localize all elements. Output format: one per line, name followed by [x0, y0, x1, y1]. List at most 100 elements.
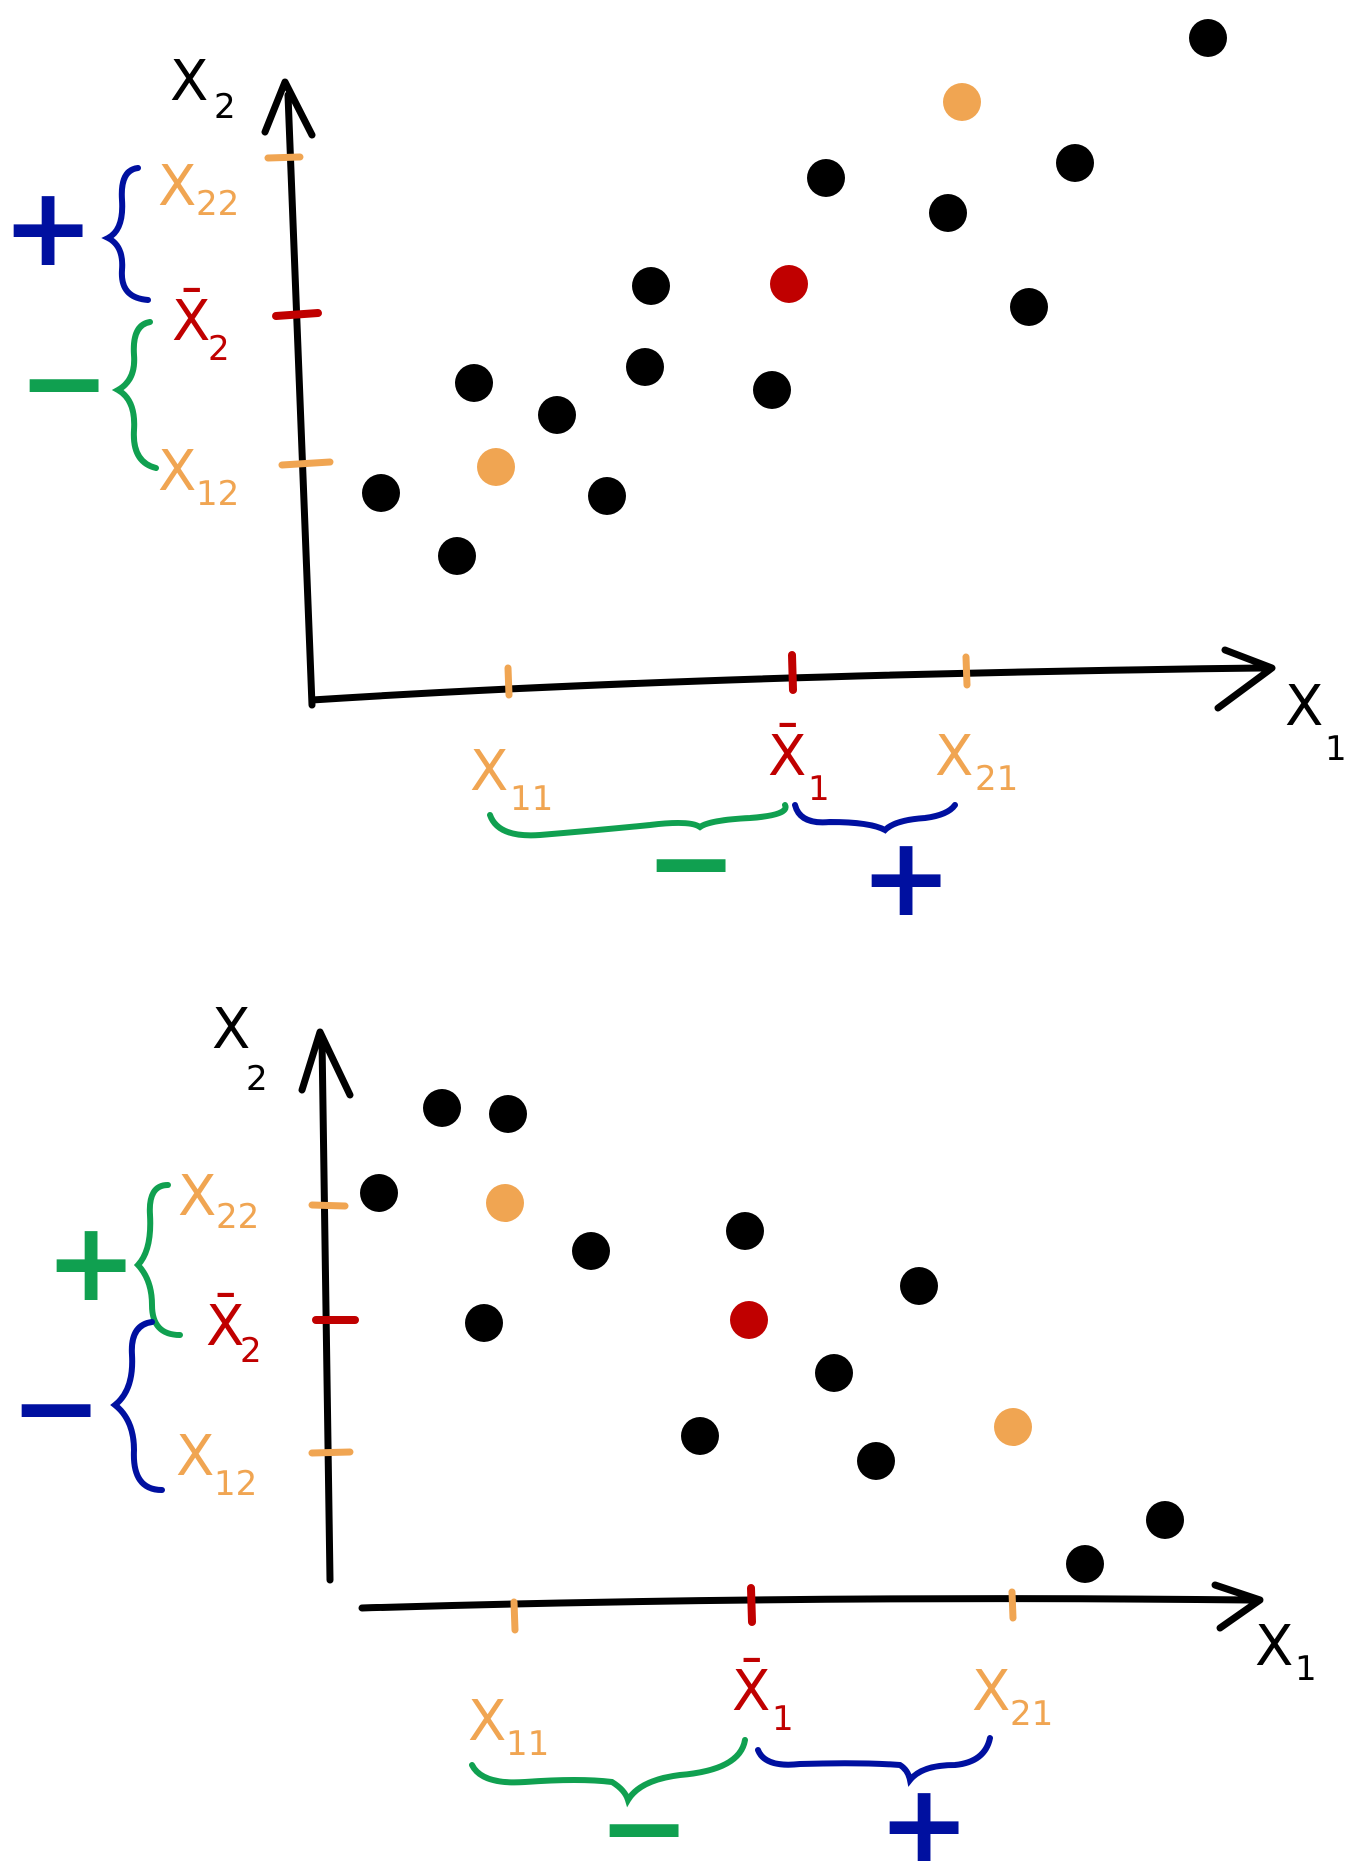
x-tick-x11 — [504, 664, 513, 699]
data-point — [626, 348, 664, 386]
svg-text:21: 21 — [975, 759, 1018, 799]
data-points — [360, 1089, 1184, 1583]
data-point-highlight — [486, 1184, 524, 1222]
data-point — [929, 194, 967, 232]
data-point — [726, 1212, 764, 1250]
x-tick-label-mean-x1: X̄ 1 — [732, 1659, 794, 1739]
svg-text:X̄: X̄ — [206, 1294, 244, 1359]
data-point — [632, 267, 670, 305]
x-tick-x21 — [962, 653, 971, 689]
data-point — [538, 396, 576, 434]
svg-text:X̄: X̄ — [172, 289, 210, 354]
svg-text:X: X — [935, 724, 973, 789]
data-point-highlight — [943, 83, 981, 121]
svg-text:2: 2 — [208, 329, 230, 369]
y-axis-arrowhead — [261, 78, 316, 139]
x-axis-arrowhead — [1214, 646, 1276, 712]
y-tick-x12 — [278, 458, 334, 469]
svg-text:X̄: X̄ — [732, 1659, 770, 1724]
x-tick-mean-x1 — [788, 651, 797, 694]
y-tick-x22 — [264, 153, 304, 162]
y-brace-positive — [133, 1182, 183, 1338]
data-point — [588, 477, 626, 515]
x-axis-arrowhead — [1211, 1581, 1264, 1632]
y-sign-positive: + — [2, 163, 94, 291]
x-tick-label-x21: X 21 — [972, 1659, 1053, 1734]
svg-text:X: X — [158, 439, 196, 504]
y-axis-label: X 2 — [212, 997, 268, 1099]
data-point — [1066, 1545, 1104, 1583]
y-brace-positive — [101, 165, 151, 303]
y-axis-arrowhead — [298, 1028, 354, 1099]
svg-text:1: 1 — [808, 769, 830, 809]
x-axis-label-main: X — [1285, 674, 1323, 739]
data-point — [753, 371, 791, 409]
y-tick-mean-x2 — [272, 309, 322, 320]
y-axis-line — [318, 1036, 334, 1584]
svg-text:12: 12 — [196, 474, 239, 514]
svg-text:X: X — [972, 1659, 1010, 1724]
svg-text:X: X — [176, 1424, 214, 1489]
svg-text:X: X — [470, 739, 508, 804]
y-tick-label-x12: X 12 — [176, 1424, 257, 1504]
x-tick-label-mean-x1: X̄ 1 — [768, 724, 830, 809]
y-sign-negative: − — [10, 1343, 102, 1471]
y-tick-x22 — [308, 1201, 349, 1210]
data-point — [1056, 144, 1094, 182]
x-brace-negative — [487, 802, 789, 839]
data-point — [1010, 288, 1048, 326]
x-sign-positive: + — [878, 1760, 970, 1861]
data-point — [455, 364, 493, 402]
x-brace-positive — [792, 802, 958, 834]
data-point — [815, 1354, 853, 1392]
x-tick-label-x21: X 21 — [935, 724, 1018, 799]
x-axis-line — [308, 664, 1266, 704]
svg-text:X: X — [158, 154, 196, 219]
y-tick-label-x22: X 22 — [158, 154, 239, 224]
x-tick-x21 — [1008, 1588, 1017, 1622]
x-tick-mean-x1 — [747, 1584, 756, 1626]
svg-text:22: 22 — [196, 184, 239, 224]
svg-text:1: 1 — [772, 1699, 794, 1739]
data-point-highlight — [994, 1408, 1032, 1446]
x-sign-negative: − — [645, 798, 737, 926]
data-point — [438, 537, 476, 575]
x-brace-positive — [755, 1735, 993, 1787]
data-point — [900, 1267, 938, 1305]
data-points — [362, 19, 1227, 575]
mean-point — [730, 1301, 768, 1339]
y-tick-x12 — [308, 1448, 354, 1457]
x-brace-negative — [469, 1737, 748, 1808]
data-point — [807, 159, 845, 197]
x-sign-negative: − — [598, 1763, 690, 1861]
y-tick-label-x22: X 22 — [178, 1164, 259, 1237]
svg-text:X: X — [178, 1164, 216, 1229]
data-point — [465, 1304, 503, 1342]
panel-positive-covariance: X 2 X 1 X 11 X̄ 1 X 21 − + — [2, 19, 1347, 941]
y-axis-label: X 2 — [170, 49, 236, 127]
y-tick-label-x12: X 12 — [158, 439, 239, 514]
x-axis-line — [358, 1595, 1254, 1612]
x-axis-label: X 1 — [1255, 1614, 1317, 1689]
x-tick-label-x11: X 11 — [468, 1689, 549, 1764]
y-sign-negative: − — [18, 318, 110, 446]
svg-text:11: 11 — [506, 1724, 549, 1764]
y-tick-label-mean-x2: X̄ 2 — [206, 1294, 262, 1371]
data-point — [681, 1417, 719, 1455]
x-tick-x11 — [510, 1598, 519, 1634]
svg-text:11: 11 — [510, 779, 553, 819]
svg-text:X: X — [468, 1689, 506, 1754]
y-axis-label-sub: 2 — [214, 87, 236, 127]
x-axis-label-sub: 1 — [1295, 1649, 1317, 1689]
svg-text:22: 22 — [216, 1197, 259, 1237]
data-point — [1146, 1501, 1184, 1539]
x-axis-label: X 1 — [1285, 674, 1347, 769]
y-axis-line — [284, 91, 316, 709]
mean-point — [770, 265, 808, 303]
y-brace-negative — [111, 319, 159, 471]
y-brace-negative — [110, 1319, 165, 1493]
data-point — [423, 1089, 461, 1127]
y-sign-positive: + — [45, 1198, 137, 1326]
data-point — [360, 1174, 398, 1212]
